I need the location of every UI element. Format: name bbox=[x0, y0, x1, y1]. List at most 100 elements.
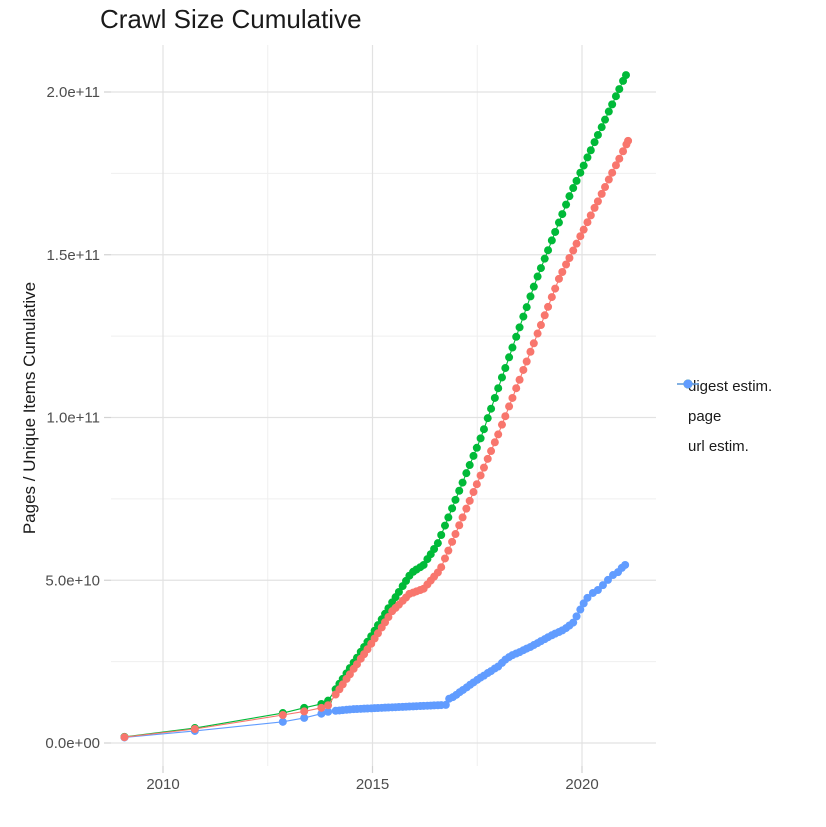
data-point-page bbox=[565, 192, 574, 201]
data-point-digest-estim- bbox=[529, 339, 538, 348]
data-point-digest-estim- bbox=[444, 546, 453, 555]
data-point-page bbox=[519, 312, 528, 321]
data-point-page bbox=[437, 531, 446, 540]
legend-item-page: page bbox=[676, 379, 772, 427]
data-point-page bbox=[472, 443, 481, 452]
data-point-url-estim- bbox=[576, 605, 585, 614]
data-point-digest-estim- bbox=[479, 463, 488, 472]
legend-key-icon bbox=[677, 379, 699, 389]
data-point-page bbox=[440, 521, 449, 530]
data-point-url-estim- bbox=[317, 709, 326, 718]
data-point-page bbox=[562, 200, 571, 209]
data-point-digest-estim- bbox=[515, 375, 524, 384]
data-point-page bbox=[558, 210, 567, 219]
data-point-digest-estim- bbox=[583, 218, 592, 227]
y-tick-label: 5.0e+10 bbox=[45, 572, 100, 589]
data-point-digest-estim- bbox=[469, 488, 478, 497]
data-point-page bbox=[430, 545, 439, 554]
y-tick-label: 0.0e+00 bbox=[45, 735, 100, 752]
x-tick-label: 2020 bbox=[565, 776, 598, 793]
data-point-digest-estim- bbox=[472, 480, 481, 489]
data-point-page bbox=[547, 236, 556, 245]
data-point-page bbox=[462, 469, 471, 478]
data-point-digest-estim- bbox=[590, 203, 599, 212]
data-point-digest-estim- bbox=[508, 393, 517, 402]
data-point-page bbox=[597, 123, 606, 132]
data-point-digest-estim- bbox=[615, 154, 624, 163]
data-point-digest-estim- bbox=[611, 161, 620, 170]
data-point-page bbox=[451, 495, 460, 504]
data-point-digest-estim- bbox=[462, 504, 471, 513]
data-point-page bbox=[608, 100, 617, 109]
data-point-page bbox=[501, 364, 510, 373]
data-point-digest-estim- bbox=[324, 701, 333, 710]
data-point-digest-estim- bbox=[437, 563, 446, 572]
data-point-page bbox=[458, 478, 467, 487]
data-point-page bbox=[433, 539, 442, 548]
data-point-digest-estim- bbox=[624, 136, 633, 145]
data-point-page bbox=[508, 343, 517, 352]
data-point-page bbox=[576, 168, 585, 177]
data-point-digest-estim- bbox=[451, 530, 460, 539]
data-point-digest-estim- bbox=[551, 284, 560, 293]
legend-label: digest estim. bbox=[688, 378, 773, 395]
legend-label: page bbox=[688, 408, 722, 425]
data-point-page bbox=[444, 513, 453, 522]
data-point-digest-estim- bbox=[597, 189, 606, 198]
data-point-digest-estim- bbox=[120, 733, 129, 742]
data-point-digest-estim- bbox=[608, 168, 617, 177]
data-point-page bbox=[394, 587, 403, 596]
data-point-digest-estim- bbox=[465, 496, 474, 505]
data-point-page bbox=[522, 303, 531, 312]
data-point-page bbox=[469, 451, 478, 460]
legend-label: url estim. bbox=[688, 438, 749, 455]
data-point-digest-estim- bbox=[317, 703, 326, 712]
data-point-page bbox=[586, 146, 595, 155]
data-point-digest-estim- bbox=[604, 175, 613, 184]
data-point-page bbox=[512, 332, 521, 341]
data-point-page bbox=[487, 404, 496, 413]
data-point-digest-estim- bbox=[540, 311, 549, 320]
data-point-page bbox=[583, 153, 592, 162]
data-point-page bbox=[490, 393, 499, 402]
data-point-digest-estim- bbox=[579, 225, 588, 234]
data-point-digest-estim- bbox=[565, 254, 574, 263]
data-point-page bbox=[483, 414, 492, 423]
data-point-page bbox=[479, 425, 488, 434]
data-point-digest-estim- bbox=[619, 147, 628, 156]
data-point-url-estim- bbox=[300, 713, 309, 722]
data-point-page bbox=[455, 486, 464, 495]
y-tick-label: 1.5e+11 bbox=[46, 247, 100, 264]
y-tick-label: 1.0e+11 bbox=[46, 410, 100, 427]
data-point-digest-estim- bbox=[547, 293, 556, 302]
data-point-digest-estim- bbox=[586, 211, 595, 220]
data-point-digest-estim- bbox=[554, 274, 563, 283]
data-point-page bbox=[526, 292, 535, 301]
data-point-digest-estim- bbox=[512, 384, 521, 393]
data-point-url-estim- bbox=[598, 581, 607, 590]
data-point-page bbox=[554, 218, 563, 227]
data-point-digest-estim- bbox=[494, 430, 503, 439]
data-point-page bbox=[601, 115, 610, 124]
data-point-digest-estim- bbox=[278, 711, 287, 720]
data-point-page bbox=[497, 373, 506, 382]
data-point-digest-estim- bbox=[526, 347, 535, 356]
data-point-page bbox=[540, 254, 549, 263]
data-point-page bbox=[569, 184, 578, 193]
data-point-url-estim- bbox=[593, 586, 602, 595]
chart-title: Crawl Size Cumulative bbox=[100, 4, 362, 34]
x-tick-label: 2015 bbox=[356, 776, 389, 793]
data-point-page bbox=[551, 227, 560, 236]
data-point-digest-estim- bbox=[476, 471, 485, 480]
data-point-digest-estim- bbox=[373, 629, 382, 638]
data-point-url-estim- bbox=[621, 560, 630, 569]
data-point-page bbox=[465, 461, 474, 470]
data-point-digest-estim- bbox=[576, 232, 585, 241]
x-tick-label: 2010 bbox=[146, 776, 179, 793]
data-point-page bbox=[611, 92, 620, 101]
data-point-url-estim- bbox=[441, 700, 450, 709]
data-point-digest-estim- bbox=[519, 365, 528, 374]
data-point-url-estim- bbox=[278, 717, 287, 726]
data-point-digest-estim- bbox=[448, 537, 457, 546]
